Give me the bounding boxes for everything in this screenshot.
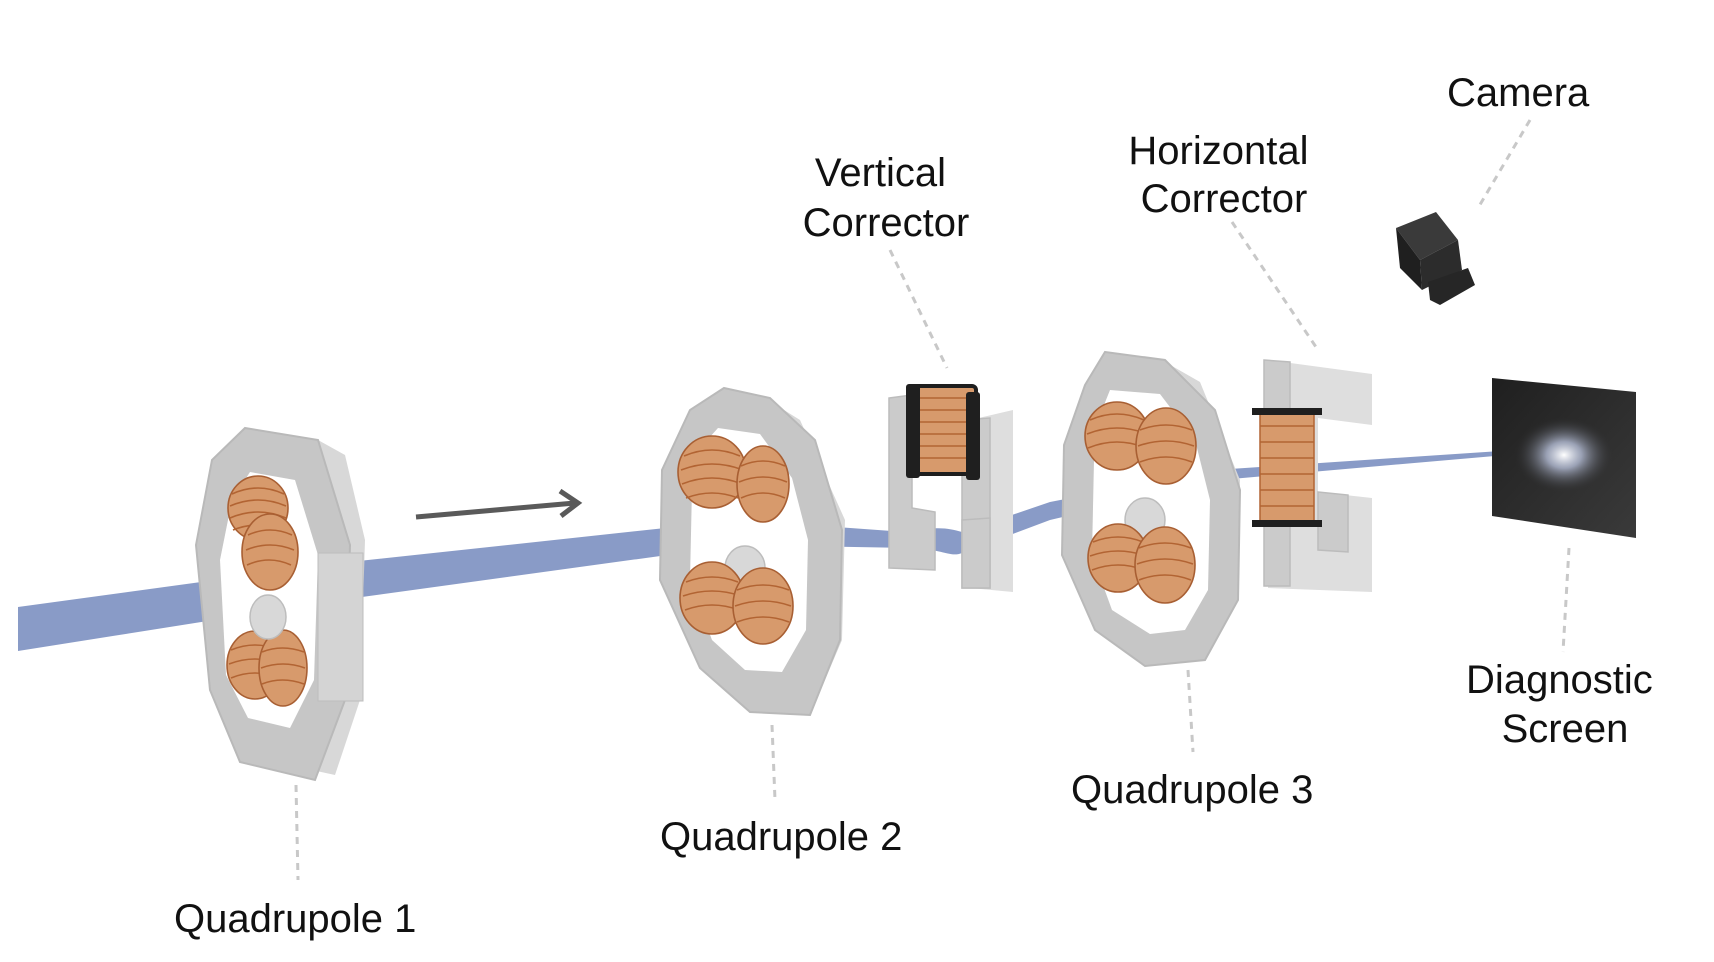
label-line: Corrector — [803, 201, 970, 245]
leader-quadrupole-3 — [1186, 669, 1195, 753]
label-diagnostic-screen: Diagnostic Screen — [1466, 658, 1664, 751]
horizontal-corrector — [1252, 359, 1372, 592]
label-line: Corrector — [1141, 177, 1308, 221]
leader-diagnostic-screen — [1561, 547, 1571, 653]
label-camera: Camera — [1447, 71, 1590, 115]
quadrupole-3 — [1060, 350, 1242, 668]
label-vertical-corrector: Vertical Corrector — [803, 151, 970, 245]
label-line: Vertical — [815, 151, 946, 195]
diagnostic-screen — [1492, 378, 1636, 538]
leader-vertical-corrector — [888, 249, 949, 369]
vertical-corrector — [888, 384, 1013, 592]
camera-icon — [1396, 212, 1475, 305]
quadrupole-1 — [194, 426, 365, 782]
label-line: Diagnostic — [1466, 658, 1653, 702]
corrector-coil — [1259, 411, 1315, 525]
leader-camera — [1476, 119, 1532, 209]
label-horizontal-corrector: Horizontal Corrector — [1128, 129, 1319, 221]
label-line: Screen — [1502, 707, 1629, 751]
label-quadrupole-2: Quadrupole 2 — [660, 815, 902, 859]
leader-quadrupole-1 — [294, 784, 300, 881]
quadrupole-2 — [658, 386, 845, 717]
leader-quadrupole-2 — [770, 724, 777, 801]
label-quadrupole-1: Quadrupole 1 — [174, 897, 416, 941]
beam-port — [317, 552, 364, 702]
label-quadrupole-3: Quadrupole 3 — [1071, 768, 1313, 812]
label-line: Horizontal — [1128, 129, 1308, 173]
leader-horizontal-corrector — [1230, 221, 1320, 351]
arrow-right-icon — [415, 488, 583, 520]
